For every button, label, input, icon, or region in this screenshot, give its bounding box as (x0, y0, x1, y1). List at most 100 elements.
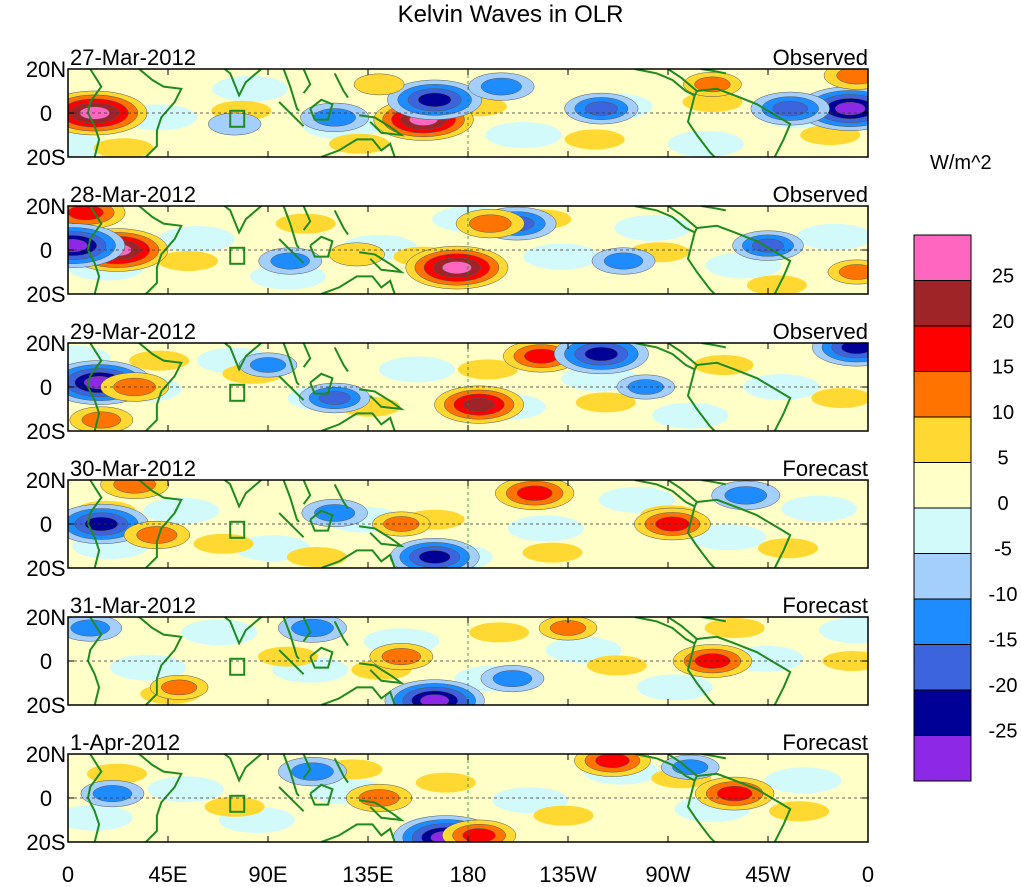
coastline (138, 617, 183, 705)
coastline (333, 620, 349, 647)
panel-5: 20N 0 20S 31-Mar-2012 Forecast (26, 593, 869, 718)
coastline (358, 525, 405, 548)
anomaly-contour (716, 785, 753, 802)
coastline (696, 635, 792, 705)
coastline (358, 388, 405, 411)
background-anomaly (492, 787, 569, 814)
panel-type: Observed (773, 319, 868, 344)
x-tick-label: 45W (745, 862, 790, 887)
x-tick-label: 90W (645, 862, 690, 887)
coastline (358, 114, 405, 137)
y-tick-label: 0 (40, 375, 52, 400)
y-tick-label: 0 (40, 512, 52, 537)
coastline (229, 794, 246, 813)
anomaly-contour (381, 648, 422, 666)
anomaly-contour (724, 486, 768, 505)
y-tick-label: 20N (26, 57, 66, 82)
background-anomaly (415, 772, 476, 793)
coastline (696, 772, 792, 842)
coastline (223, 343, 262, 372)
coastline (138, 206, 183, 294)
colorbar-swatch (913, 735, 972, 782)
coastline (278, 238, 305, 264)
colorbar-swatch (913, 553, 972, 600)
background-anomaly (682, 92, 743, 112)
background-anomaly (811, 388, 868, 408)
background-anomaly (765, 767, 842, 794)
coastline (278, 375, 305, 401)
anomaly-contour (836, 69, 868, 85)
background-anomaly (652, 402, 729, 429)
y-tick-label: 20N (26, 331, 66, 356)
panel-date: 31-Mar-2012 (70, 593, 196, 618)
coastline (282, 69, 300, 112)
panel-4: 20N 0 20S 30-Mar-2012 Forecast (26, 456, 869, 581)
coastline (223, 480, 262, 509)
coastline (282, 617, 300, 660)
anomaly-contour (841, 343, 868, 355)
background-anomaly (533, 805, 594, 826)
colorbar-swatch (913, 689, 972, 736)
anomaly-contour (92, 785, 133, 803)
y-tick-label: 20N (26, 194, 66, 219)
anomaly-contour (113, 480, 156, 494)
coastline (634, 617, 699, 645)
coastline (358, 251, 405, 274)
anomaly-contour (291, 762, 334, 781)
chart-title: Kelvin Waves in OLR (397, 1, 624, 28)
colorbar-label: 0 (997, 493, 1008, 515)
panel-date: 28-Mar-2012 (70, 182, 196, 207)
background-anomaly (586, 655, 647, 676)
anomaly-contour (442, 261, 472, 274)
background-anomaly (758, 538, 818, 559)
coastline (278, 786, 305, 812)
background-anomaly (636, 674, 713, 701)
anomaly-contour (318, 391, 351, 405)
coastline (229, 657, 246, 676)
anomaly-contour (524, 348, 559, 364)
background-anomaly (523, 243, 600, 270)
background-anomaly (204, 796, 265, 817)
coastline (634, 206, 699, 234)
background-anomaly (522, 542, 583, 563)
colorbar-label: -15 (989, 630, 1018, 652)
colorbar-label: -5 (994, 539, 1012, 561)
coastline (278, 649, 305, 675)
coastline (282, 480, 300, 523)
y-tick-label: 0 (40, 786, 52, 811)
coastline (138, 343, 183, 431)
y-tick-label: 0 (40, 649, 52, 674)
y-tick-label: 20S (26, 282, 65, 307)
anomaly-contour (492, 670, 533, 688)
coastline (309, 646, 334, 669)
colorbar-label: 25 (992, 266, 1014, 288)
anomaly-contour (655, 516, 690, 532)
anomaly-contour (468, 214, 512, 233)
background-anomaly (690, 524, 766, 551)
background-anomaly (68, 804, 133, 831)
background-anomaly (286, 547, 347, 567)
background-anomaly (781, 495, 858, 522)
anomaly-contour (81, 411, 122, 429)
panel-type: Forecast (782, 730, 868, 755)
coastline (302, 343, 312, 368)
coastline (309, 372, 334, 395)
anomaly-contour (161, 679, 198, 696)
background-anomaly (329, 133, 390, 154)
y-tick-label: 20S (26, 693, 65, 718)
panel-type: Forecast (782, 593, 868, 618)
coastline (686, 369, 716, 431)
coastline (138, 480, 183, 568)
panel-type: Observed (773, 45, 868, 70)
y-tick-label: 20N (26, 468, 66, 493)
anomaly-contour (603, 252, 644, 270)
y-tick-label: 0 (40, 238, 52, 263)
panel-type: Observed (773, 182, 868, 207)
background-anomaly (158, 226, 235, 252)
x-tick-label: 180 (450, 862, 487, 887)
anomaly-contour (68, 239, 88, 253)
colorbar-swatch (913, 644, 972, 691)
anomaly-contour (270, 252, 310, 270)
background-anomaly (378, 356, 455, 383)
